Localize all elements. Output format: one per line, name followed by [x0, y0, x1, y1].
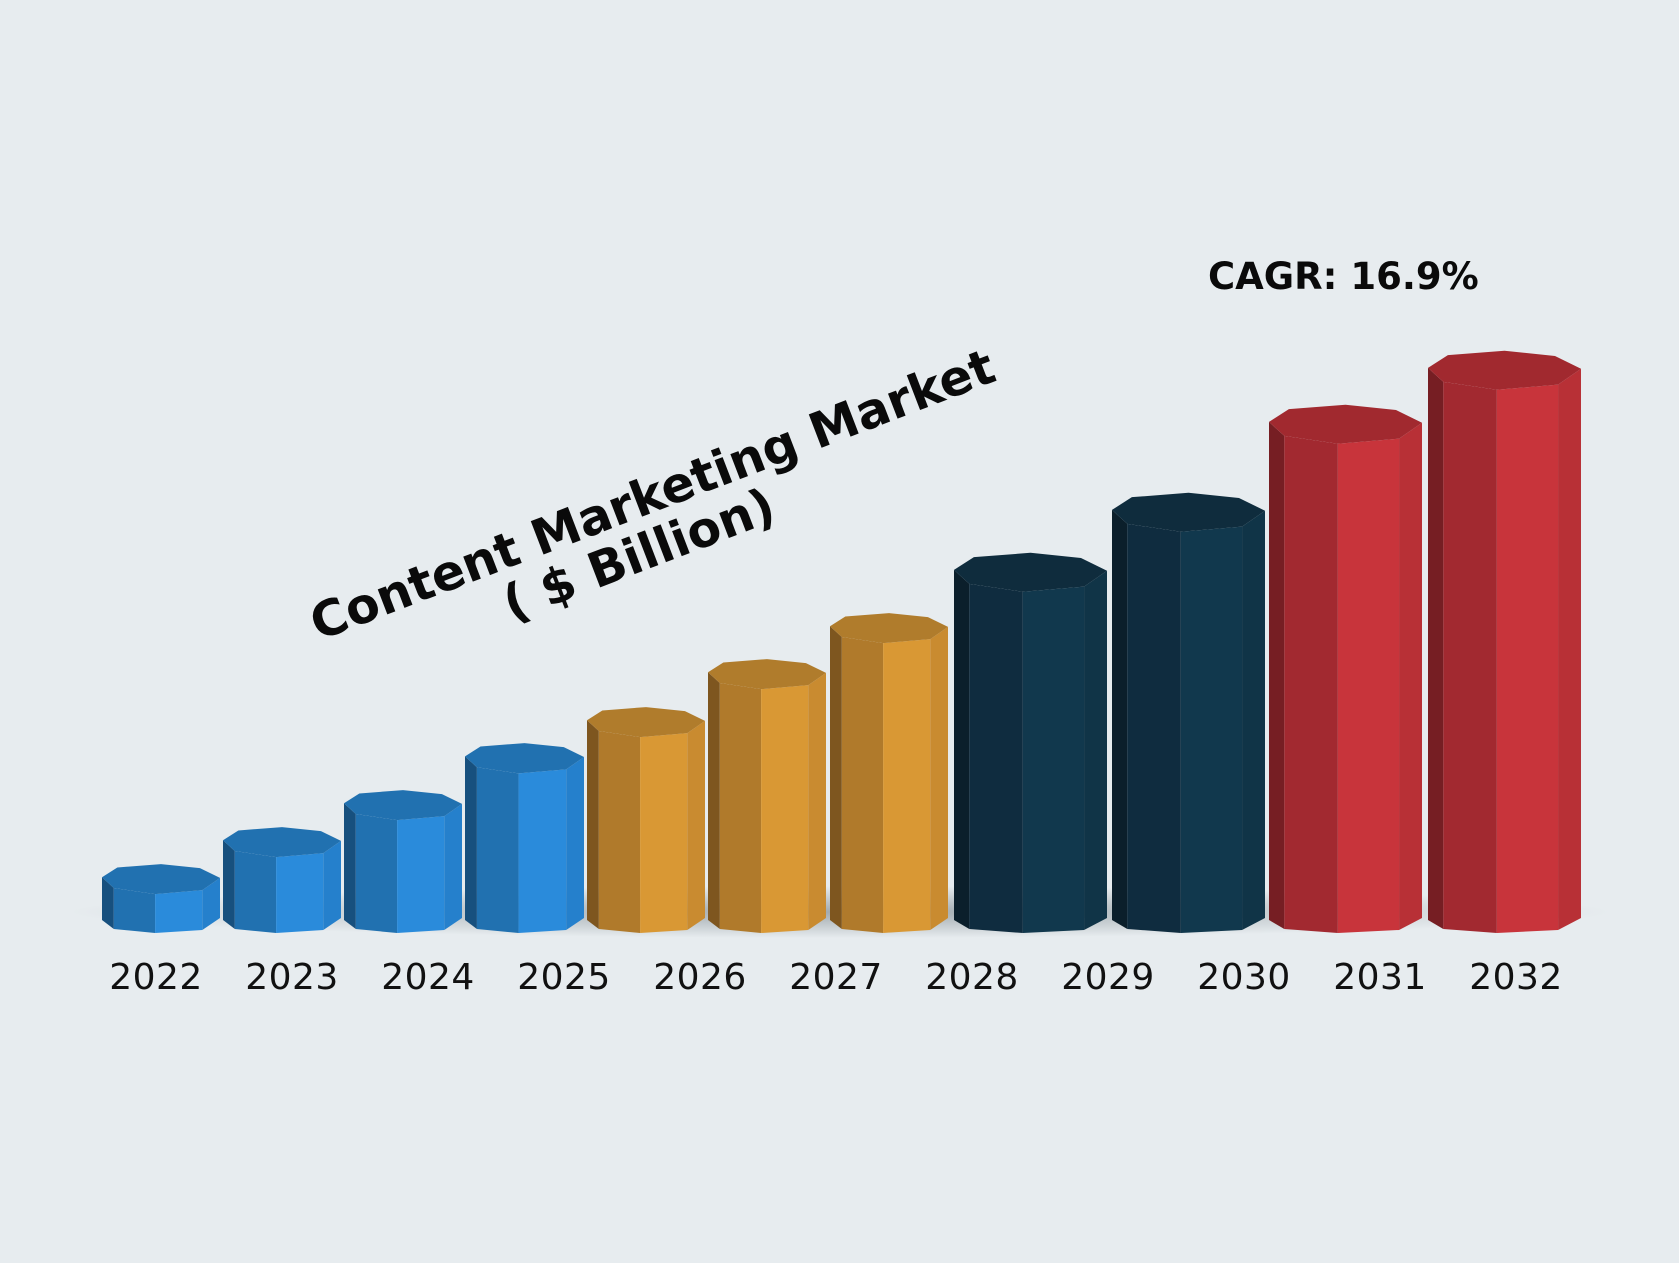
bar-top-cap: [1428, 350, 1581, 390]
bar-face-mid: [841, 637, 884, 933]
x-axis-label-2026: 2026: [653, 957, 747, 998]
bar-face-left: [344, 803, 356, 929]
bar-face-left: [954, 569, 970, 929]
bar-face-mid: [969, 583, 1023, 933]
bar-face-left: [465, 756, 477, 929]
bar-face-front: [761, 685, 809, 933]
bar-face-right: [808, 672, 826, 930]
bar-face-right: [1242, 510, 1265, 930]
bar-face-left: [1428, 367, 1444, 929]
bar-face-left: [708, 672, 720, 929]
bar-face-right: [1399, 422, 1422, 930]
bar-top-cap: [708, 659, 826, 690]
bar-face-mid: [719, 683, 762, 933]
bar-face-right: [930, 626, 948, 930]
x-axis-label-2022: 2022: [109, 957, 203, 998]
bar-top-cap: [102, 864, 220, 895]
x-axis-label-2023: 2023: [245, 957, 339, 998]
bar-face-front: [883, 639, 931, 933]
bar-top-cap: [830, 613, 948, 644]
bar-face-left: [1112, 509, 1128, 929]
bar-2022: [102, 864, 220, 933]
bar-face-front: [1180, 526, 1243, 933]
bar-2031: [1269, 404, 1422, 933]
bar-face-left: [1269, 421, 1285, 929]
bar-face-mid: [113, 888, 156, 933]
x-axis-label-2029: 2029: [1061, 957, 1155, 998]
bar-face-front: [397, 816, 445, 933]
bar-face-front: [1496, 384, 1559, 933]
bar-face-left: [223, 840, 235, 929]
bar-face-right: [1558, 368, 1581, 930]
bar-top-cap: [344, 790, 462, 821]
bar-2029: [954, 552, 1107, 933]
bar-face-right: [566, 756, 584, 930]
x-axis-label-2032: 2032: [1469, 957, 1563, 998]
bar-2028: [830, 613, 948, 933]
x-axis-label-2027: 2027: [789, 957, 883, 998]
bar-face-front: [155, 890, 203, 933]
bar-face-mid: [476, 767, 519, 933]
x-axis-label-2030: 2030: [1197, 957, 1291, 998]
bar-face-front: [276, 853, 324, 933]
bar-top-cap: [954, 552, 1107, 592]
bar-2025: [465, 743, 584, 933]
bar-face-front: [1022, 586, 1085, 933]
bar-2026: [587, 707, 705, 933]
bar-2023: [223, 827, 341, 933]
bar-face-right: [323, 840, 341, 930]
bar-face-mid: [1284, 435, 1338, 933]
bar-2030: [1112, 492, 1265, 933]
bar-face-left: [587, 720, 599, 929]
bar-face-mid: [598, 731, 641, 933]
bar-top-cap: [587, 707, 705, 738]
cagr-annotation: CAGR: 16.9%: [1208, 255, 1479, 298]
bar-face-front: [640, 733, 688, 933]
bar-top-cap: [223, 827, 341, 858]
bar-face-mid: [1127, 523, 1181, 933]
bar-face-mid: [234, 851, 277, 933]
bar-top-cap: [1112, 492, 1265, 532]
bar-2032: [1428, 350, 1581, 934]
bar-face-front: [518, 769, 567, 933]
bar-face-mid: [355, 814, 398, 933]
bar-face-right: [1084, 570, 1107, 930]
bar-face-left: [830, 626, 842, 929]
bar-face-right: [687, 720, 705, 930]
bar-top-cap: [1269, 404, 1422, 444]
bar-2027: [708, 659, 826, 933]
bar-top-cap: [465, 743, 584, 774]
bar-face-left: [102, 877, 114, 929]
x-axis-label-2028: 2028: [925, 957, 1019, 998]
x-axis-label-2031: 2031: [1333, 957, 1427, 998]
bars-group: [102, 350, 1581, 934]
bar-face-mid: [1443, 381, 1497, 934]
x-axis-label-2025: 2025: [517, 957, 611, 998]
x-axis-label-2024: 2024: [381, 957, 475, 998]
bar-face-front: [1337, 438, 1400, 933]
bar-face-right: [444, 803, 462, 930]
bar-2024: [344, 790, 462, 933]
bar-face-right: [202, 877, 220, 930]
